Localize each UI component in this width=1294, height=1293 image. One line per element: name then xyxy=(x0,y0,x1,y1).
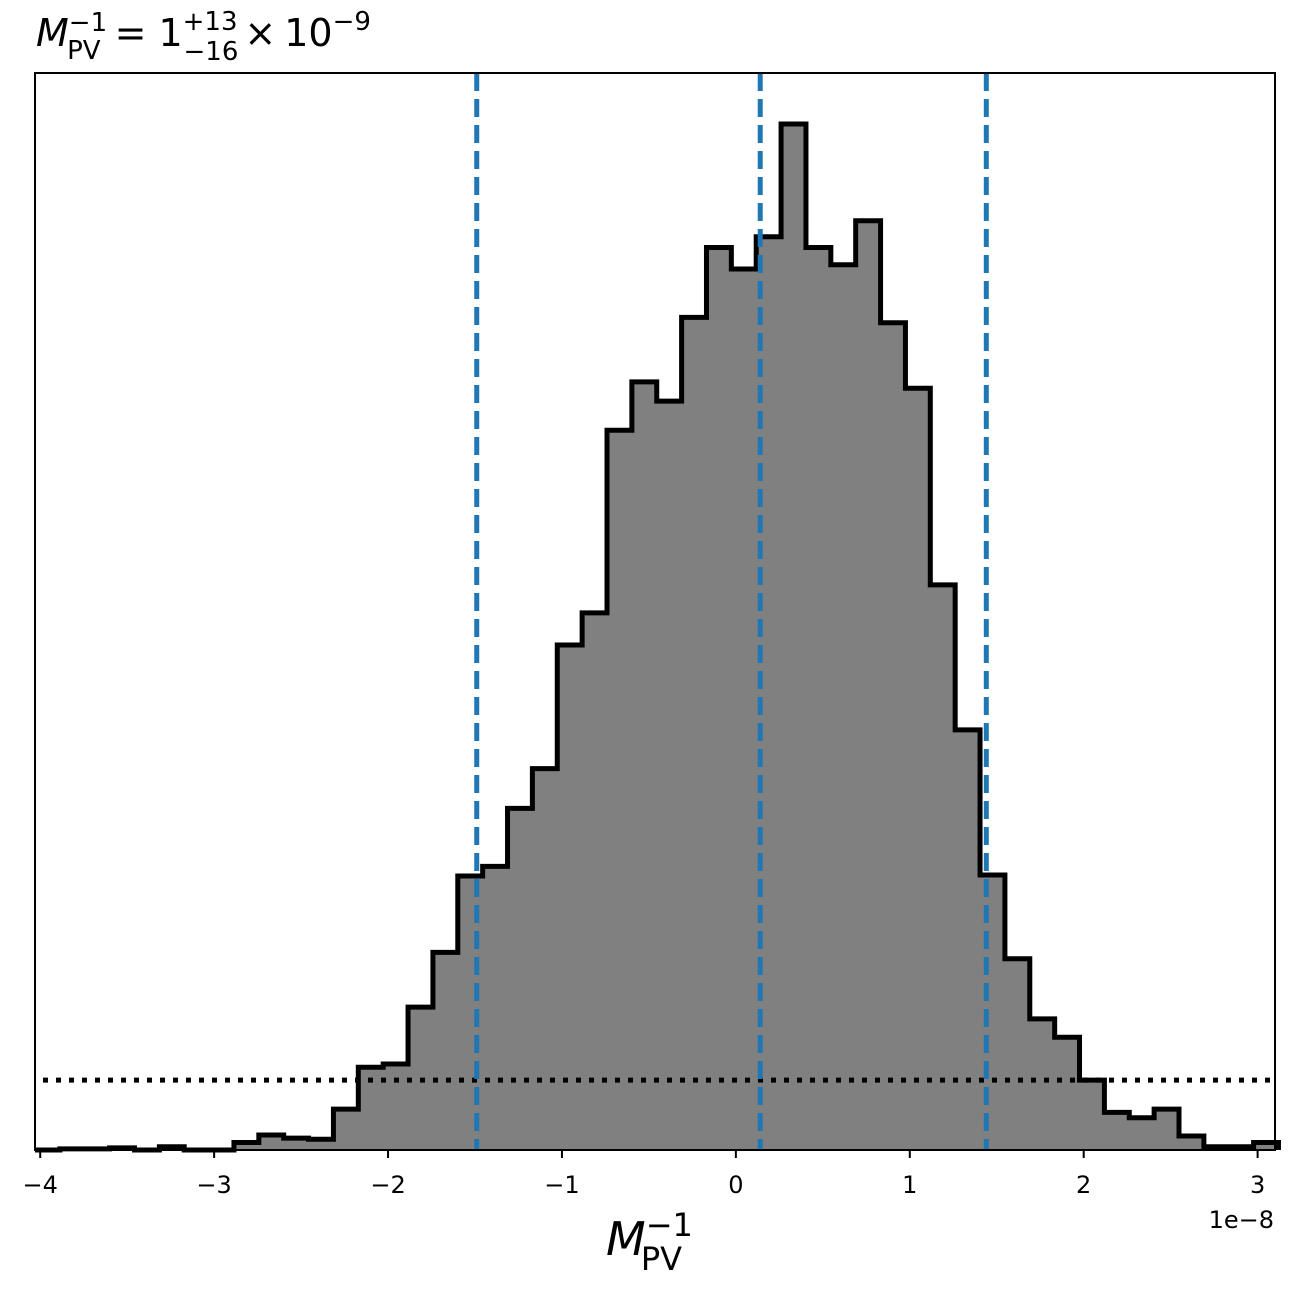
histogram-bar xyxy=(482,866,509,1150)
histogram-bar xyxy=(656,401,683,1150)
x-tick-label: −2 xyxy=(370,1171,405,1199)
quantile-lines-layer xyxy=(474,73,989,1150)
histogram-bar xyxy=(631,381,658,1151)
histogram-bar xyxy=(582,612,608,1150)
histogram-bar xyxy=(283,1138,310,1150)
histogram-bar xyxy=(830,264,857,1150)
histogram-bar xyxy=(1054,1037,1081,1150)
title-exponent: −9 xyxy=(333,7,371,37)
plot-frame xyxy=(34,72,1276,1151)
histogram-bar xyxy=(731,269,757,1151)
chart-title: M−1 PV = 1+13 −16 × 10−9 xyxy=(36,7,371,67)
x-tick-label: −4 xyxy=(23,1171,58,1199)
x-tick-label: 3 xyxy=(1250,1171,1265,1199)
title-value: 1 xyxy=(158,11,182,55)
histogram-bar xyxy=(706,247,732,1150)
histogram-outline xyxy=(35,121,1281,1153)
histogram-bar xyxy=(1253,1142,1279,1150)
title-lower-err: −16 xyxy=(184,37,239,67)
title-times: × xyxy=(244,11,276,55)
histogram-bar xyxy=(532,768,558,1150)
xlabel-sup: −1 xyxy=(646,1206,693,1244)
histogram-bar xyxy=(805,247,832,1150)
histogram-bar xyxy=(457,876,484,1150)
histogram-bar xyxy=(1004,958,1031,1150)
histogram-bar xyxy=(507,808,533,1150)
x-tick-label: −3 xyxy=(196,1171,231,1199)
histogram-bar xyxy=(333,1109,359,1150)
title-symbol: M xyxy=(36,11,69,55)
x-axis-label: M−1 PV xyxy=(606,1206,693,1278)
histogram-bar xyxy=(233,1142,260,1150)
histogram-bar xyxy=(955,729,981,1150)
title-base: 10 xyxy=(284,11,332,55)
title-upper-err: +13 xyxy=(183,7,238,37)
xlabel-sub: PV xyxy=(641,1240,682,1278)
histogram-bar xyxy=(308,1139,334,1150)
x-tick-label: 0 xyxy=(728,1171,743,1199)
histogram-bar xyxy=(855,220,882,1150)
x-tick-label: 1 xyxy=(902,1171,917,1199)
x-tick-label: −1 xyxy=(544,1171,579,1199)
histogram-bar xyxy=(258,1134,285,1150)
title-symbol-sub: PV xyxy=(67,36,101,66)
histogram-bar xyxy=(432,952,459,1150)
histogram-bars xyxy=(35,121,1281,1153)
histogram-bar xyxy=(880,322,906,1151)
histogram-bar xyxy=(1154,1109,1180,1150)
title-symbol-sup: −1 xyxy=(69,8,107,38)
x-tick-label: 2 xyxy=(1076,1171,1091,1199)
title-equals: = xyxy=(115,11,147,55)
histogram-bar xyxy=(1104,1112,1130,1150)
histogram-bar xyxy=(930,584,956,1150)
histogram-bar xyxy=(607,430,633,1150)
histogram-bar xyxy=(905,388,931,1150)
histogram-bar xyxy=(1179,1136,1205,1150)
x-axis-ticks: −4 −3 −2 −1 0 1 2 3 xyxy=(23,1150,1265,1199)
histogram-bar xyxy=(681,317,707,1150)
x-offset-label: 1e−8 xyxy=(1209,1206,1274,1234)
histogram-bar xyxy=(557,645,583,1150)
histogram-bar xyxy=(383,1064,409,1150)
histogram-bar xyxy=(1079,1080,1105,1150)
xlabel-symbol: M xyxy=(606,1212,646,1266)
histogram-bar xyxy=(781,124,807,1150)
histogram-bar xyxy=(1129,1117,1155,1150)
histogram-bar xyxy=(1029,1018,1056,1150)
